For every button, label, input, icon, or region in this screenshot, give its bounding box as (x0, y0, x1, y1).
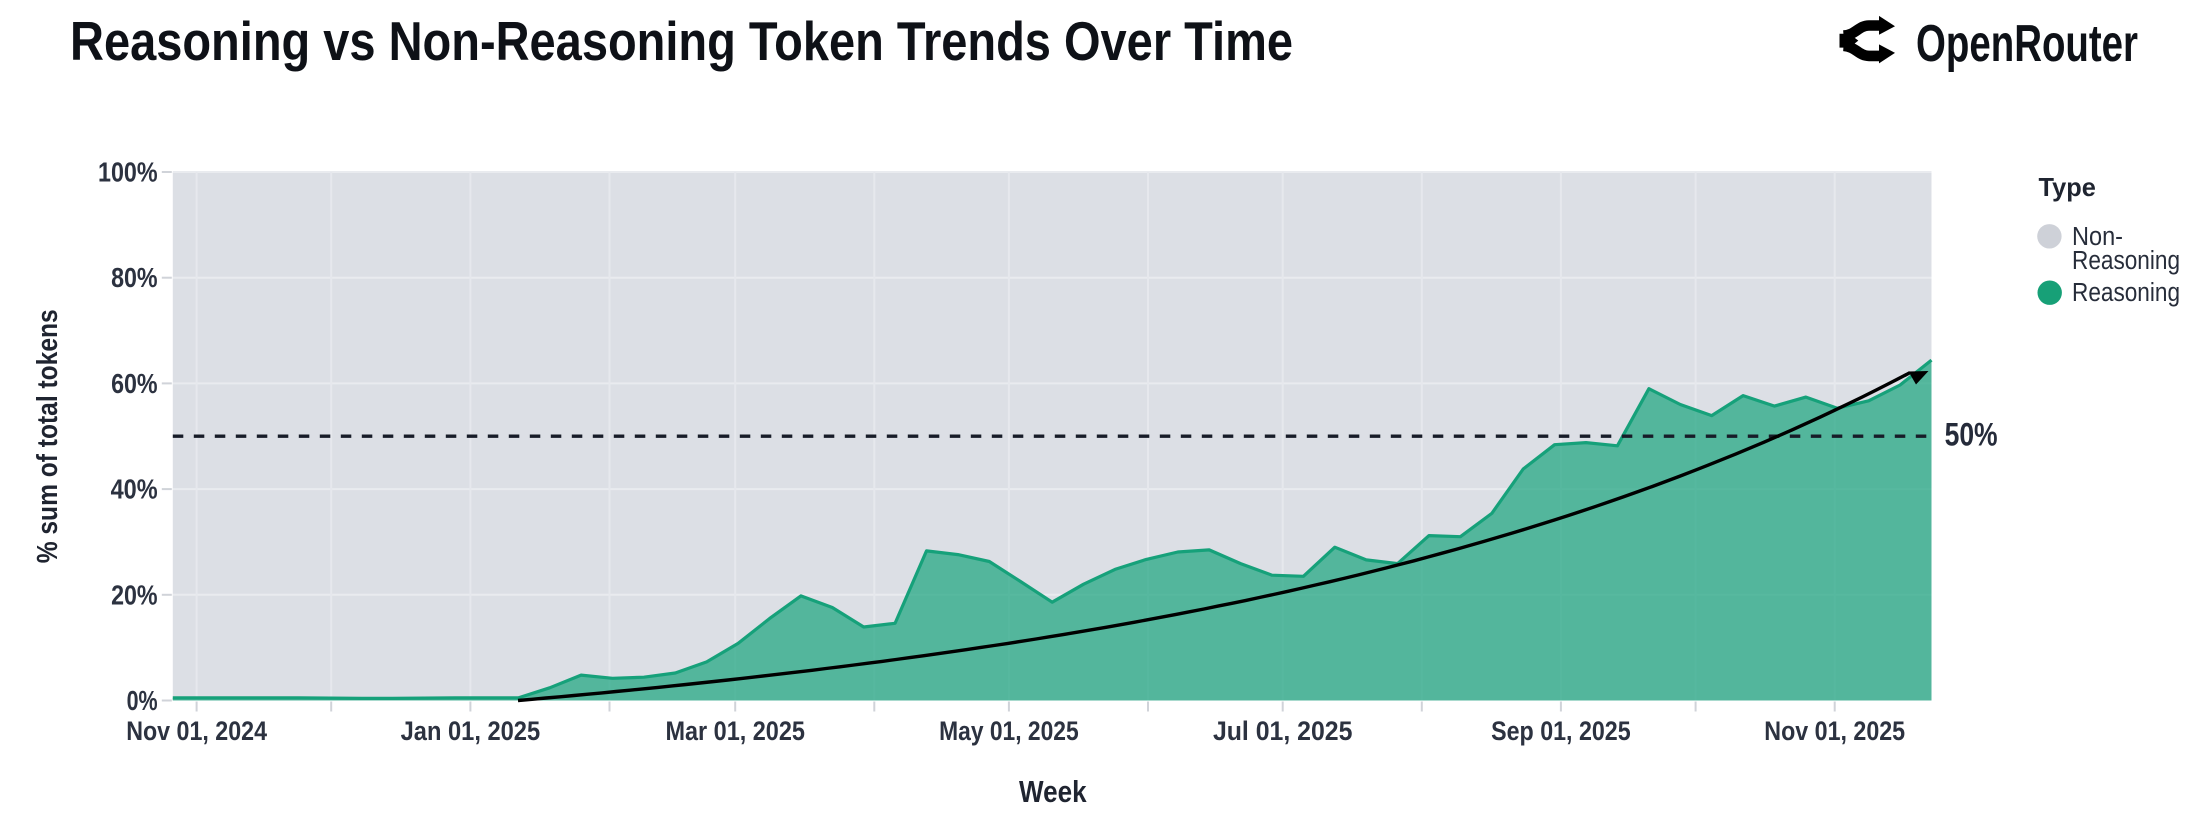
svg-text:OpenRouter: OpenRouter (1916, 15, 2138, 73)
svg-text:Mar 01, 2025: Mar 01, 2025 (665, 716, 805, 746)
svg-text:Jul 01, 2025: Jul 01, 2025 (1213, 716, 1353, 746)
svg-text:Jan 01, 2025: Jan 01, 2025 (401, 716, 541, 746)
svg-text:50%: 50% (1945, 417, 1998, 453)
svg-text:Type: Type (2039, 172, 2096, 202)
svg-text:60%: 60% (111, 368, 158, 399)
svg-text:40%: 40% (111, 474, 158, 505)
svg-text:Reasoning: Reasoning (2072, 247, 2180, 275)
svg-text:0%: 0% (127, 685, 158, 716)
svg-text:Nov 01, 2025: Nov 01, 2025 (1764, 716, 1905, 746)
svg-text:100%: 100% (98, 157, 158, 188)
svg-text:Reasoning: Reasoning (2072, 279, 2180, 307)
svg-text:80%: 80% (111, 262, 158, 293)
svg-text:Week: Week (1019, 774, 1087, 809)
svg-text:Sep 01, 2025: Sep 01, 2025 (1491, 716, 1631, 746)
svg-text:Reasoning vs Non-Reasoning Tok: Reasoning vs Non-Reasoning Token Trends … (70, 10, 1293, 72)
svg-text:% sum of total tokens: % sum of total tokens (32, 309, 64, 563)
svg-text:Nov 01, 2024: Nov 01, 2024 (126, 716, 267, 746)
svg-text:Non-: Non- (2072, 223, 2123, 251)
svg-text:May 01, 2025: May 01, 2025 (939, 716, 1079, 746)
svg-text:20%: 20% (111, 579, 158, 610)
